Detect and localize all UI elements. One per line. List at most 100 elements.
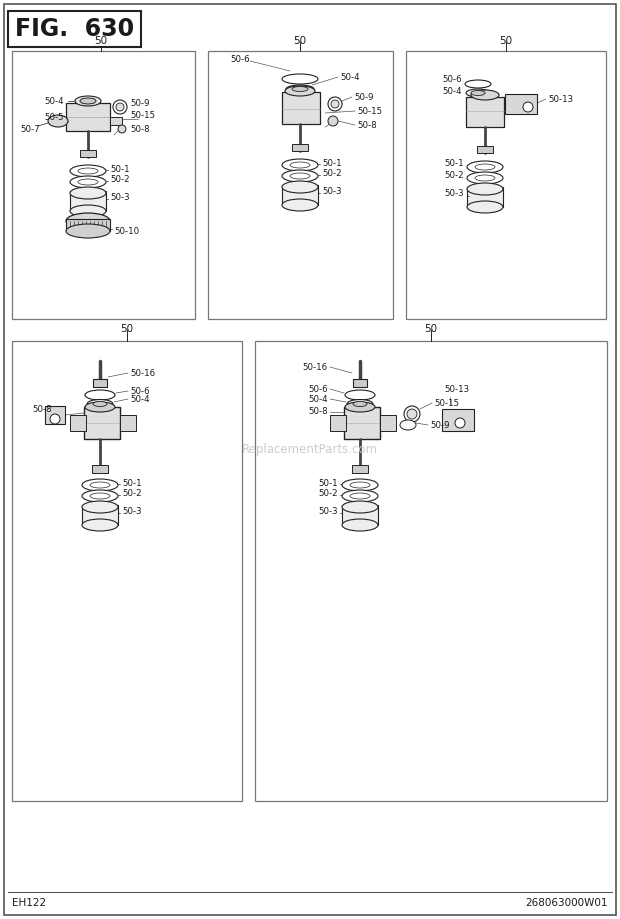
Text: 50-1: 50-1	[319, 479, 338, 487]
Ellipse shape	[85, 402, 115, 412]
Ellipse shape	[282, 159, 318, 171]
Text: 50-15: 50-15	[434, 399, 459, 407]
Text: 50-16: 50-16	[303, 362, 328, 371]
Ellipse shape	[475, 175, 495, 181]
Ellipse shape	[78, 179, 98, 185]
Bar	[110, 117, 122, 125]
Bar	[70, 415, 86, 431]
Ellipse shape	[75, 96, 101, 106]
Ellipse shape	[70, 165, 106, 177]
Text: FIG.  630: FIG. 630	[15, 17, 134, 41]
Bar	[505, 94, 537, 114]
Circle shape	[328, 97, 342, 111]
Text: 50: 50	[94, 36, 107, 46]
Text: 50-4: 50-4	[44, 96, 64, 106]
Bar	[292, 144, 308, 151]
Ellipse shape	[82, 479, 118, 491]
Ellipse shape	[282, 74, 318, 84]
Text: 50-15: 50-15	[130, 110, 155, 119]
Text: 50-1: 50-1	[322, 158, 342, 167]
Text: 50-2: 50-2	[122, 490, 141, 498]
Text: 50-16: 50-16	[130, 369, 155, 378]
Ellipse shape	[66, 213, 110, 229]
Text: 50: 50	[293, 36, 306, 46]
Text: 50-6: 50-6	[231, 54, 250, 63]
Text: 50-9: 50-9	[354, 93, 373, 101]
Ellipse shape	[353, 402, 367, 406]
Text: 50-13: 50-13	[444, 384, 469, 393]
Bar	[406, 51, 606, 319]
Ellipse shape	[350, 493, 370, 499]
Ellipse shape	[282, 170, 318, 182]
Bar	[12, 51, 195, 319]
Text: 50-3: 50-3	[319, 506, 338, 516]
Text: 50-8: 50-8	[308, 407, 328, 416]
Bar	[120, 415, 136, 431]
Ellipse shape	[292, 86, 308, 92]
Bar	[8, 11, 141, 47]
Bar	[208, 51, 393, 319]
Text: 50-6: 50-6	[130, 387, 149, 395]
Bar	[45, 406, 65, 424]
Circle shape	[523, 102, 533, 112]
Text: 50-9: 50-9	[130, 98, 149, 108]
Bar	[344, 407, 380, 439]
Bar	[66, 103, 110, 131]
Text: 50-3: 50-3	[322, 187, 342, 196]
Bar	[82, 505, 118, 525]
Text: 268063000W01: 268063000W01	[526, 898, 608, 908]
Text: 50: 50	[120, 324, 133, 334]
Ellipse shape	[347, 400, 373, 409]
Ellipse shape	[93, 402, 107, 406]
Circle shape	[113, 100, 127, 114]
Bar	[84, 407, 120, 439]
Ellipse shape	[467, 161, 503, 173]
Ellipse shape	[70, 187, 106, 199]
Ellipse shape	[465, 80, 491, 88]
Bar	[342, 505, 378, 525]
Bar	[70, 191, 106, 211]
Bar	[12, 341, 242, 801]
Ellipse shape	[48, 115, 68, 127]
Text: 50-7: 50-7	[20, 124, 40, 133]
Ellipse shape	[350, 482, 370, 488]
Text: 50-8: 50-8	[357, 120, 376, 130]
Circle shape	[116, 103, 124, 111]
Text: 50-15: 50-15	[357, 107, 382, 116]
Ellipse shape	[90, 493, 110, 499]
Text: 50-6: 50-6	[442, 74, 462, 84]
Bar	[92, 465, 108, 473]
Text: 50-1: 50-1	[444, 160, 464, 168]
Circle shape	[50, 414, 60, 424]
Text: 50-2: 50-2	[319, 490, 338, 498]
Text: 50-2: 50-2	[444, 172, 464, 180]
Text: 50: 50	[500, 36, 513, 46]
Ellipse shape	[290, 162, 310, 168]
Ellipse shape	[66, 224, 110, 238]
Bar	[353, 379, 367, 387]
Ellipse shape	[82, 501, 118, 513]
Text: 50-3: 50-3	[122, 506, 141, 516]
Ellipse shape	[342, 490, 378, 502]
Ellipse shape	[70, 176, 106, 188]
Text: 50-5: 50-5	[44, 112, 64, 121]
Circle shape	[455, 418, 465, 428]
Ellipse shape	[467, 172, 503, 184]
Text: 50-10: 50-10	[114, 226, 139, 235]
Circle shape	[328, 116, 338, 126]
Ellipse shape	[290, 173, 310, 179]
Ellipse shape	[466, 89, 490, 97]
Ellipse shape	[80, 98, 96, 104]
Ellipse shape	[342, 519, 378, 531]
Text: 50-8: 50-8	[32, 404, 51, 414]
Bar	[93, 379, 107, 387]
Bar	[255, 341, 607, 801]
Circle shape	[407, 409, 417, 419]
Bar	[442, 409, 474, 431]
Ellipse shape	[285, 86, 315, 96]
Bar	[66, 219, 110, 231]
Ellipse shape	[286, 85, 314, 93]
Bar	[380, 415, 396, 431]
Text: 50-9: 50-9	[430, 421, 450, 429]
Circle shape	[404, 406, 420, 422]
